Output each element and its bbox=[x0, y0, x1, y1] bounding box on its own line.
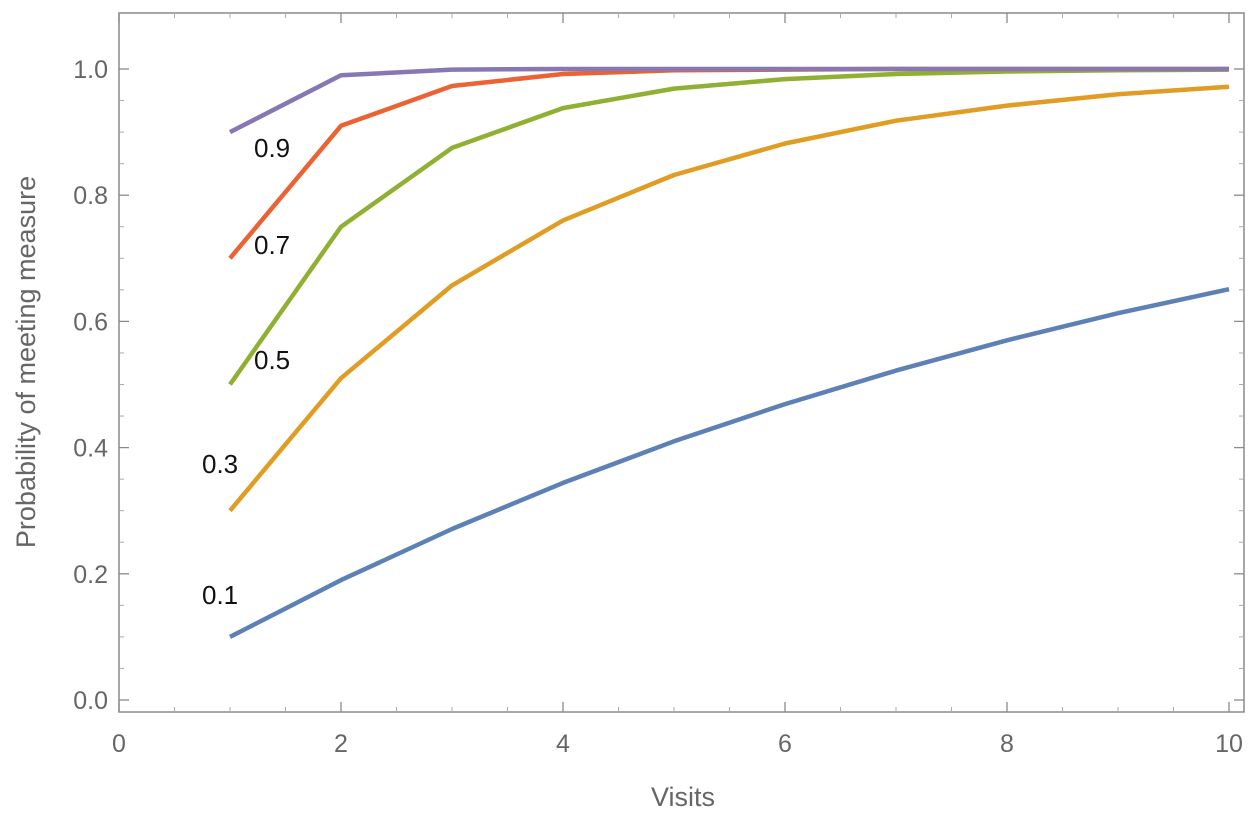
y-tick-label: 0.4 bbox=[73, 435, 108, 463]
minor-ticks bbox=[119, 13, 1244, 712]
y-tick-label: 0.0 bbox=[73, 687, 108, 715]
series-label-0.1: 0.1 bbox=[202, 580, 238, 610]
y-tick-labels: 0.0 0.2 0.4 0.6 0.8 1.0 bbox=[73, 56, 108, 715]
series-label-0.9: 0.9 bbox=[254, 133, 290, 163]
x-tick-labels: 0 2 4 6 8 10 bbox=[112, 730, 1243, 758]
y-tick-label: 0.2 bbox=[73, 561, 108, 589]
series-label-0.3: 0.3 bbox=[202, 449, 238, 479]
x-tick-label: 6 bbox=[778, 730, 792, 758]
x-tick-label: 10 bbox=[1215, 730, 1243, 758]
series-label-0.7: 0.7 bbox=[254, 230, 290, 260]
major-ticks bbox=[118, 13, 1244, 712]
x-tick-label: 2 bbox=[334, 730, 348, 758]
series-line-0.1 bbox=[228, 287, 1230, 639]
x-tick-label: 4 bbox=[556, 730, 570, 758]
plot-frame bbox=[118, 12, 1245, 713]
y-tick-label: 1.0 bbox=[73, 56, 108, 84]
series-line-0.9 bbox=[228, 66, 1229, 135]
series-line-0.5 bbox=[228, 67, 1230, 386]
x-tick-label: 8 bbox=[1000, 730, 1014, 758]
series-labels: 0.1 0.3 0.5 0.7 0.9 bbox=[202, 133, 290, 610]
series-label-0.5: 0.5 bbox=[254, 345, 290, 375]
x-axis-title: Visits bbox=[651, 782, 715, 812]
y-axis-title: Probability of meeting measure bbox=[11, 176, 41, 548]
series-line-0.3 bbox=[228, 84, 1230, 513]
y-tick-label: 0.8 bbox=[73, 182, 108, 210]
x-tick-label: 0 bbox=[112, 730, 126, 758]
y-tick-label: 0.6 bbox=[73, 308, 108, 336]
series-lines bbox=[228, 66, 1230, 639]
